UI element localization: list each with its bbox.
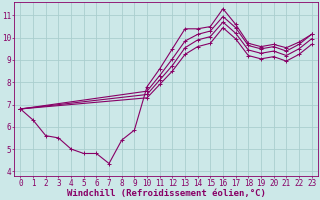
X-axis label: Windchill (Refroidissement éolien,°C): Windchill (Refroidissement éolien,°C) [67,189,266,198]
